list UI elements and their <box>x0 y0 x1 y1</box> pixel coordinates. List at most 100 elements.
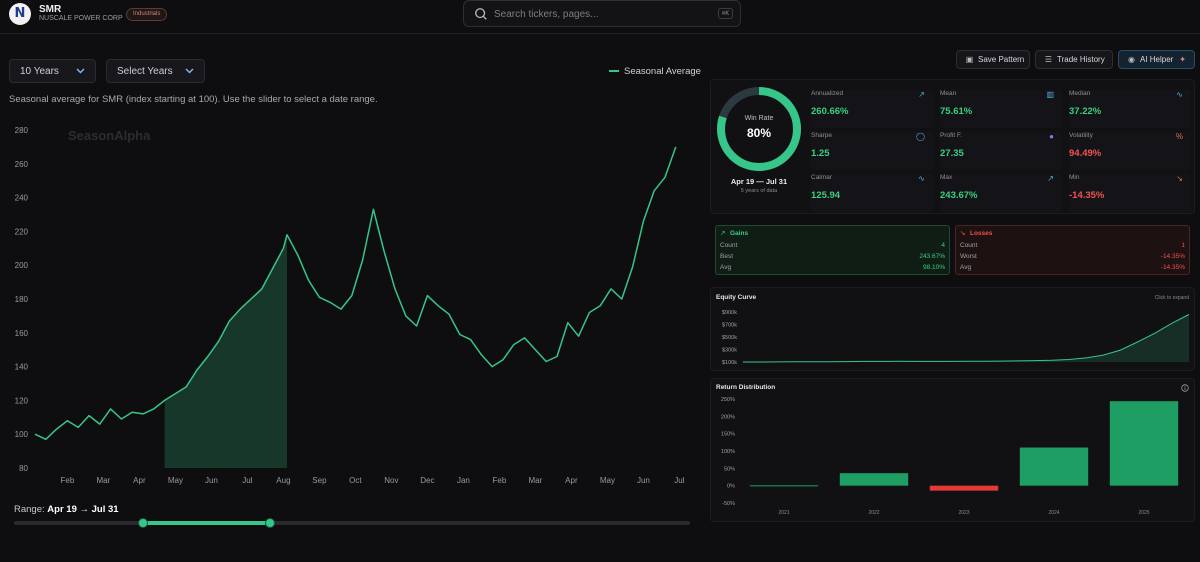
trend-down-icon: ↘ <box>960 230 966 237</box>
ai-helper-button[interactable]: ◉ AI Helper ✦ <box>1118 50 1195 69</box>
losses-count-label: Count <box>960 242 978 249</box>
win-rate-value: 80% <box>746 126 772 140</box>
shield-icon: ◯ <box>916 132 925 141</box>
trend-up-icon: ↗ <box>720 230 726 237</box>
return-tick-label: 200% <box>721 414 735 420</box>
highlight-area <box>164 234 287 468</box>
y-tick-label: 200 <box>15 261 29 270</box>
x-tick-label: Sep <box>312 476 327 485</box>
trade-history-label: Trade History <box>1057 55 1105 64</box>
stat-card: Max 243.67% ↗ <box>940 174 1062 212</box>
sector-badge[interactable]: Industrials <box>126 8 168 21</box>
return-bar <box>929 485 999 491</box>
stat-card: Calmar 125.94 ∿ <box>811 174 933 212</box>
range-slider-fill <box>143 521 270 525</box>
select-years-dropdown[interactable]: Select Years <box>106 59 205 83</box>
gains-title: Gains <box>730 230 749 237</box>
stat-label: Mean <box>940 90 957 97</box>
y-tick-label: 160 <box>15 329 29 338</box>
list-icon: ☰ <box>1044 55 1053 64</box>
expand-hint[interactable]: Click to expand <box>1154 295 1189 301</box>
x-tick-label: Apr <box>133 476 146 485</box>
equity-line <box>743 314 1190 363</box>
equity-title: Equity Curve <box>716 294 757 301</box>
seasonal-chart[interactable]: SeasonAlpha 80 100 120 140 160 180 200 220 240 260… <box>0 110 700 495</box>
return-year-label: 2022 <box>868 510 879 516</box>
win-rate-years: 5 years of data <box>740 188 778 194</box>
losses-title: Losses <box>970 230 993 237</box>
losses-count-row: Count 1 <box>960 242 1185 251</box>
y-tick-label: 220 <box>15 227 29 236</box>
y-tick-label: 260 <box>15 160 29 169</box>
stat-card: Profit F. 27.35 ● <box>940 132 1062 170</box>
stat-label: Profit F. <box>940 132 963 139</box>
y-tick-label: 80 <box>19 464 28 473</box>
return-tick-label: 250% <box>721 397 735 403</box>
stat-value: 243.67% <box>940 190 978 201</box>
x-tick-label: Feb <box>493 476 507 485</box>
watermark: SeasonAlpha <box>68 128 151 143</box>
range-readout: Range: Apr 19 → Jul 31 <box>14 504 119 515</box>
range-start-handle[interactable] <box>138 518 148 528</box>
losses-avg-row: Avg -14.35% <box>960 264 1185 273</box>
return-distribution-chart: 250% 200% 150% 100% 50% 0% -50% 2021 2022 2023 202… <box>721 397 1179 516</box>
gains-avg-label: Avg <box>720 264 732 271</box>
legend-swatch <box>609 70 619 73</box>
return-tick-label: 50% <box>724 466 735 472</box>
search-input[interactable]: Search tickers, pages... <box>494 9 599 20</box>
return-year-label: 2024 <box>1048 510 1059 516</box>
losses-worst: -14.35% <box>1160 253 1185 260</box>
win-rate-label: Win Rate <box>744 115 774 122</box>
save-pattern-button[interactable]: ▣ Save Pattern <box>956 50 1030 69</box>
stats-panel: Win Rate 80% Apr 19 — Jul 31 5 years of … <box>710 79 1195 214</box>
legend-label: Seasonal Average <box>624 66 701 77</box>
stat-label: Volatility <box>1069 132 1093 139</box>
stat-value: 125.94 <box>811 190 841 201</box>
company-logo[interactable]: N <box>9 3 31 25</box>
y-tick-label: 280 <box>15 126 29 135</box>
gains-avg: 98.10% <box>922 264 945 271</box>
range-slider-track[interactable] <box>14 521 690 525</box>
stat-card: Median 37.22% ∿ <box>1069 90 1191 128</box>
return-year-label: 2025 <box>1138 510 1149 516</box>
years-dropdown[interactable]: 10 Years <box>9 59 96 83</box>
stat-label: Median <box>1069 90 1091 97</box>
stat-value: 1.25 <box>811 148 830 159</box>
return-bar <box>1109 401 1179 486</box>
gains-count: 4 <box>941 242 945 249</box>
win-rate-period: Apr 19 — Jul 31 <box>730 177 788 186</box>
top-bar: N SMR NUSCALE POWER CORP Industrials Sea… <box>0 0 1200 34</box>
trade-history-button[interactable]: ☰ Trade History <box>1035 50 1113 69</box>
stat-label: Annualized <box>811 90 844 97</box>
gains-best-label: Best <box>720 253 734 260</box>
y-tick-label: 240 <box>15 194 29 203</box>
range-label: Range: <box>14 504 45 515</box>
dot-icon: ● <box>1049 132 1054 141</box>
equity-tick-label: $500k <box>722 335 737 341</box>
x-tick-label: Jan <box>457 476 470 485</box>
ai-helper-label: AI Helper <box>1140 55 1174 64</box>
return-tick-label: 100% <box>721 449 735 455</box>
ticker-symbol: SMR <box>39 4 62 15</box>
search-box[interactable]: Search tickers, pages... ⌘K <box>463 0 741 27</box>
stat-card: Mean 75.61% ▥ <box>940 90 1062 128</box>
return-dist-title: Return Distribution <box>716 384 776 391</box>
activity-icon: ∿ <box>918 174 925 183</box>
x-tick-label: Feb <box>61 476 75 485</box>
info-icon[interactable] <box>1181 384 1189 392</box>
return-distribution-panel: Return Distribution 250% 200% 150% 100% 50% 0… <box>710 378 1195 522</box>
activity-icon: ∿ <box>1176 90 1183 99</box>
range-end-handle[interactable] <box>265 518 275 528</box>
ai-icon: ◉ <box>1128 55 1135 64</box>
stat-card: Annualized 260.66% ↗ <box>811 90 933 128</box>
losses-count: 1 <box>1181 242 1185 249</box>
company-name: NUSCALE POWER CORP <box>39 15 123 22</box>
stat-card: Min -14.35% ↘ <box>1069 174 1191 212</box>
stat-label: Calmar <box>811 174 832 181</box>
stat-value: 75.61% <box>940 106 973 117</box>
chart-legend: Seasonal Average <box>609 66 701 77</box>
equity-curve-panel[interactable]: Equity Curve Click to expand $900k $700k $… <box>710 287 1195 371</box>
y-tick-label: 140 <box>15 363 29 372</box>
x-tick-label: Apr <box>565 476 578 485</box>
return-bar <box>1019 447 1089 486</box>
